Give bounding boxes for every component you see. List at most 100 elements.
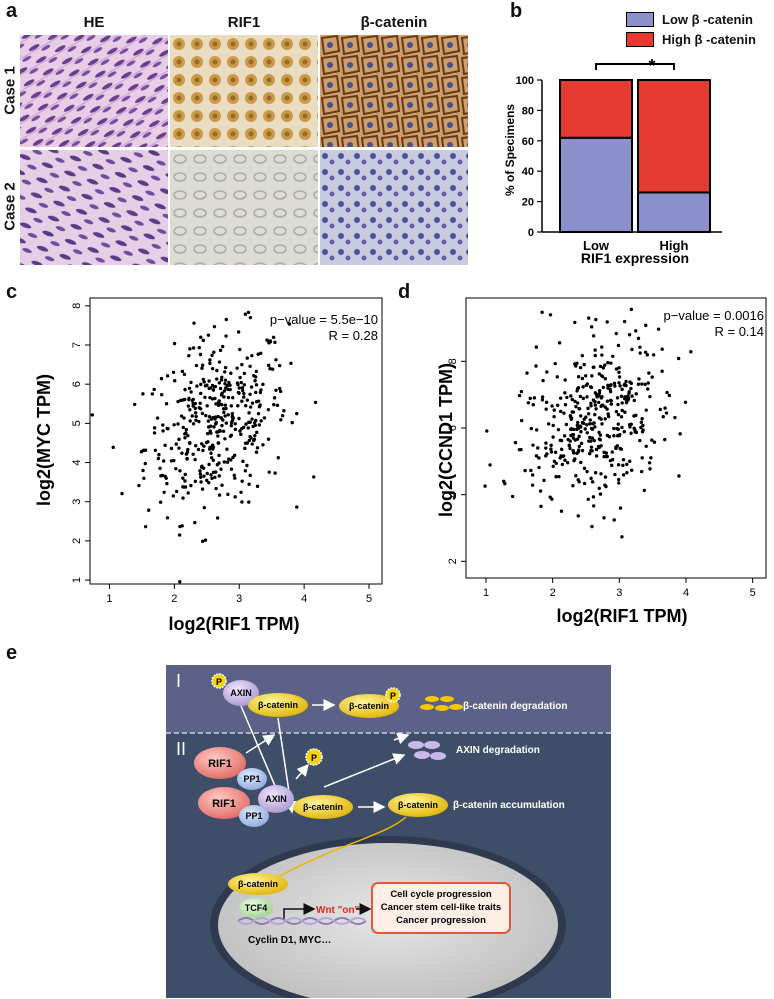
scatter-point	[259, 388, 263, 392]
scatter-point	[282, 409, 286, 413]
scatter-point	[202, 474, 206, 478]
scatter-point	[569, 417, 573, 421]
scatter-point	[155, 416, 160, 420]
scatter-point	[177, 437, 181, 442]
micrograph-case2-beta-catenin	[320, 150, 468, 265]
scatter-point	[172, 341, 177, 346]
scatter-point	[601, 385, 606, 390]
arrow-to-axin-degradation	[323, 753, 406, 788]
scatter-point	[599, 404, 603, 408]
scatter-point	[211, 445, 216, 449]
scatter-point	[252, 437, 257, 442]
scatter-point	[171, 494, 176, 498]
y-tick-label: 5	[71, 420, 83, 426]
scatter-point	[575, 424, 580, 428]
scatter-point	[180, 524, 184, 528]
scatter-point	[224, 334, 228, 338]
scatter-point	[519, 447, 523, 452]
scatter-point	[612, 426, 616, 431]
scatter-point	[565, 395, 569, 400]
scatter-point	[225, 447, 229, 451]
scatter-point	[544, 441, 548, 445]
scatter-point	[658, 407, 663, 412]
scatter-point	[648, 467, 652, 471]
x-tick-label: 1	[483, 587, 489, 599]
scatter-point	[236, 382, 240, 387]
scatter-point	[558, 396, 563, 400]
scatter-point	[194, 414, 198, 419]
scatter-point	[207, 480, 211, 485]
scatter-point	[640, 417, 644, 421]
scatter-point	[211, 470, 216, 474]
scatter-point	[220, 483, 224, 487]
scatter-point	[528, 396, 532, 401]
scatter-point	[503, 481, 507, 486]
micrograph-case2-he	[20, 150, 168, 265]
scatter-point	[200, 366, 204, 370]
outcome-2: Cancer stem cell-like traits	[381, 902, 501, 913]
scatter-point	[198, 391, 203, 396]
scatter-point	[238, 347, 242, 352]
scatter-point	[589, 385, 594, 390]
scatter-point	[510, 494, 515, 499]
scatter-point	[254, 369, 259, 374]
scatter-point	[555, 375, 559, 379]
scatter-point	[208, 445, 212, 450]
scatter-point	[289, 361, 293, 365]
pp1-oval-2	[239, 805, 269, 827]
scatter-point	[227, 457, 231, 461]
scatter-point	[589, 476, 593, 481]
scatter-point	[637, 377, 641, 381]
x-axis-label-d: log2(RIF1 TPM)	[557, 606, 688, 626]
scatter-point	[183, 472, 187, 477]
scatter-point	[593, 425, 597, 429]
scatter-point	[184, 427, 189, 432]
scatter-point	[614, 446, 618, 451]
annotation-pvalue-c: p−value = 5.5e−10	[270, 312, 378, 327]
scatter-point	[186, 404, 191, 408]
scatter-point	[582, 362, 586, 367]
scatter-point	[250, 417, 254, 421]
scatter-point	[185, 456, 189, 461]
scatter-point	[188, 441, 192, 445]
scatter-point	[629, 386, 633, 391]
scatter-point	[198, 401, 202, 405]
scatter-point	[238, 375, 242, 380]
y-tick-label: 6	[71, 381, 83, 387]
scatter-point	[188, 408, 192, 412]
scatter-point	[262, 416, 267, 420]
scatter-point	[215, 377, 219, 381]
scatter-point	[629, 307, 634, 312]
x-tick-label: 5	[750, 587, 756, 599]
scatter-point	[582, 481, 587, 486]
scatter-point	[523, 468, 527, 473]
scatter-point	[271, 335, 276, 339]
scatter-point	[568, 446, 572, 451]
scatter-point	[177, 446, 181, 450]
scatter-point	[624, 379, 628, 384]
scatter-point	[639, 420, 644, 424]
scatter-point	[183, 436, 187, 440]
scatter-point	[563, 378, 567, 382]
scatter-point	[227, 380, 231, 385]
scatter-point	[193, 401, 197, 406]
scatter-point	[224, 317, 229, 322]
scatter-point	[557, 341, 562, 345]
roman-label-ii: II	[176, 739, 186, 759]
scatter-point	[605, 320, 609, 324]
scatter-point	[577, 406, 581, 411]
scatter-point	[621, 463, 625, 468]
scatter-point	[621, 458, 626, 462]
bar-segment-high-low	[637, 191, 711, 233]
scatter-point	[248, 420, 252, 424]
scatter-point	[549, 443, 553, 448]
scatter-point	[535, 428, 539, 432]
scatter-point	[578, 365, 583, 370]
scatter-point	[213, 422, 218, 426]
scatter-point	[213, 384, 218, 389]
scatter-point	[558, 438, 562, 443]
beta-catenin-accumulation-text: β-catenin accumulation	[453, 800, 565, 811]
scatter-point	[537, 465, 541, 470]
axin-degradation-text: AXIN degradation	[456, 745, 540, 756]
scatter-point	[605, 454, 609, 459]
